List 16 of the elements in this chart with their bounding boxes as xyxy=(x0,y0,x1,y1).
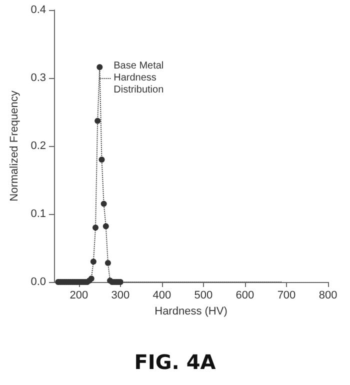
text: FIG. 4A xyxy=(134,350,216,374)
y-tick-label: 0.0 xyxy=(30,276,46,288)
y-axis-title: Normalized Frequency xyxy=(8,90,20,202)
x-tick-label: 400 xyxy=(152,290,172,302)
annotation: Base Metal Hardness Distribution xyxy=(114,60,164,96)
y-tick-label: 0.1 xyxy=(30,208,46,220)
x-axis-title: Hardness (HV) xyxy=(154,305,228,318)
x-tick-label: 300 xyxy=(111,290,130,302)
y-tick-label: 0.4 xyxy=(30,4,46,16)
x-tick-label: 500 xyxy=(194,290,213,302)
x-tick-label: 600 xyxy=(236,290,254,302)
x-tick-label: 200 xyxy=(70,290,88,302)
y-tick-label: 0.3 xyxy=(30,72,46,84)
x-tick-label: 800 xyxy=(318,290,338,302)
x-tick-label: 700 xyxy=(277,290,296,302)
y-tick-label: 0.2 xyxy=(30,140,46,152)
